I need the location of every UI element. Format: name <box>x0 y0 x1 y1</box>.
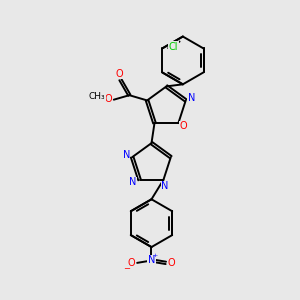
Text: O: O <box>128 258 135 268</box>
Text: O: O <box>104 94 112 104</box>
Text: O: O <box>168 258 176 268</box>
Text: N: N <box>148 256 155 266</box>
Text: +: + <box>153 253 158 258</box>
Text: O: O <box>116 69 124 79</box>
Text: N: N <box>161 182 169 191</box>
Text: −: − <box>123 264 130 273</box>
Text: Cl: Cl <box>169 42 178 52</box>
Text: CH₃: CH₃ <box>88 92 105 101</box>
Text: O: O <box>180 121 188 131</box>
Text: N: N <box>188 93 195 103</box>
Text: N: N <box>129 177 137 187</box>
Text: N: N <box>122 150 130 160</box>
